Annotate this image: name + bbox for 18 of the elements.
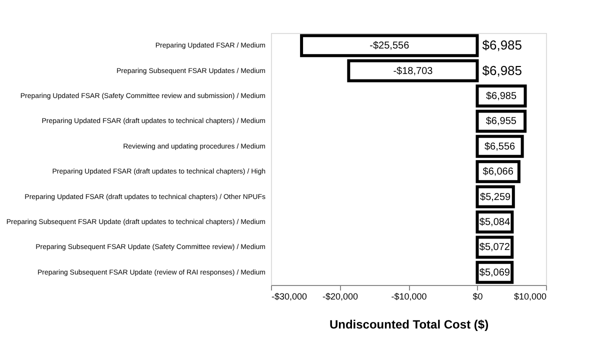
annotation: $6,985 — [482, 38, 522, 53]
x-axis-title: Undiscounted Total Cost ($) — [329, 318, 489, 332]
data-label: $5,259 — [480, 192, 512, 203]
data-label: $5,072 — [479, 242, 510, 254]
x-tick-label: -$20,000 — [322, 292, 358, 302]
data-label: $5,084 — [479, 217, 510, 228]
data-label: $6,985 — [486, 91, 517, 102]
annotation: $6,985 — [482, 62, 522, 78]
x-tick-label: -$30,000 — [272, 292, 308, 302]
data-label: $6,556 — [484, 141, 516, 152]
x-tick-label: $0 — [472, 292, 483, 302]
data-label: $6,066 — [482, 166, 514, 178]
data-label: -$25,556 — [370, 40, 410, 52]
data-label: -$18,703 — [393, 66, 434, 77]
x-tick-label: -$10,000 — [391, 292, 427, 302]
data-label: $5,069 — [479, 267, 510, 278]
x-tick-label: $10,000 — [514, 292, 546, 302]
data-label: $6,955 — [486, 116, 517, 128]
